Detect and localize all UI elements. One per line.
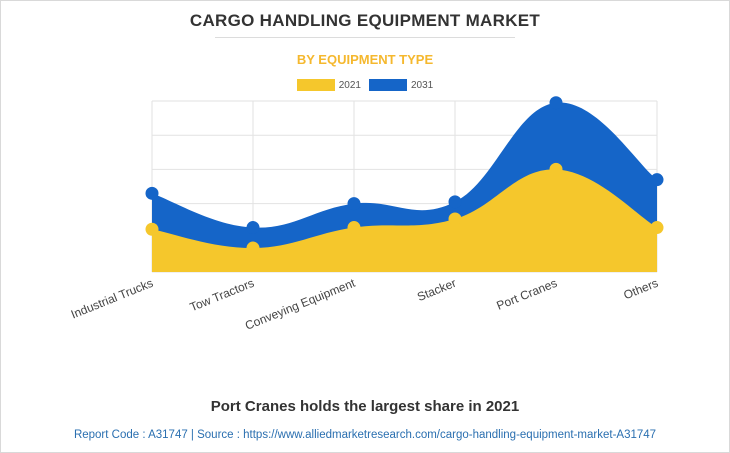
series-area-2021 [152, 169, 657, 272]
data-point-2031 [448, 195, 462, 209]
chart-subtitle: BY EQUIPMENT TYPE [296, 52, 434, 67]
data-point-2021 [549, 162, 563, 176]
legend-swatch-2021 [296, 79, 335, 91]
data-point-2031 [650, 173, 664, 187]
legend-label-2021: 2021 [338, 79, 361, 91]
data-point-2021 [347, 221, 361, 235]
data-point-2031 [145, 186, 159, 200]
chart-title: CARGO HANDLING EQUIPMENT MARKET [189, 11, 541, 30]
data-point-2021 [246, 241, 260, 255]
x-tick-label: Conveying Equipment [243, 276, 358, 333]
legend-item-2021[interactable]: 2021 [296, 79, 361, 91]
chart-legend: 2021 2031 [0, 79, 730, 91]
x-tick-label: Others [621, 276, 660, 302]
legend-label-2031: 2031 [411, 79, 434, 91]
data-point-2021 [448, 212, 462, 226]
x-tick-label: Tow Tractors [188, 276, 256, 314]
report-source[interactable]: Report Code : A31747 | Source : https://… [73, 429, 657, 441]
title-divider [215, 37, 515, 38]
data-point-2031 [246, 221, 260, 235]
data-point-2021 [650, 221, 664, 235]
data-point-2021 [145, 222, 159, 236]
data-point-2031 [347, 197, 361, 211]
legend-swatch-2031 [369, 79, 407, 91]
legend-item-2031[interactable]: 2031 [369, 79, 433, 91]
chart-headline: Port Cranes holds the largest share in 2… [210, 398, 520, 415]
x-tick-label: Port Cranes [495, 276, 560, 313]
x-tick-label: Stacker [415, 276, 458, 304]
data-point-2031 [549, 96, 563, 110]
x-tick-label: Industrial Trucks [69, 276, 155, 322]
